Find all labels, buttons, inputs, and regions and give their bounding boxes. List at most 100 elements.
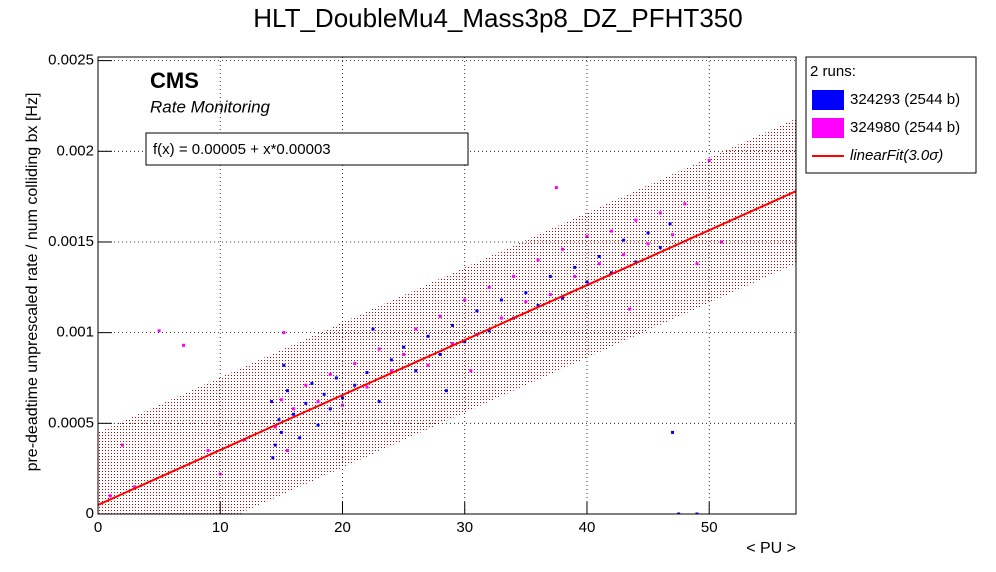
data-point	[273, 425, 277, 429]
data-point	[133, 485, 137, 489]
data-point	[597, 254, 601, 258]
data-point	[310, 381, 314, 385]
data-point	[451, 323, 455, 327]
data-point	[658, 211, 662, 215]
data-point	[218, 472, 222, 476]
x-axis-label: < PU >	[746, 540, 796, 557]
data-point	[536, 303, 540, 307]
experiment-label: CMS	[150, 68, 199, 93]
data-point	[316, 400, 320, 404]
data-point	[671, 233, 675, 237]
data-point	[512, 274, 516, 278]
data-point	[277, 418, 281, 422]
data-point	[524, 291, 528, 295]
data-point	[499, 316, 503, 320]
data-point	[328, 372, 332, 376]
y-tick-label: 0	[86, 505, 94, 522]
data-point	[270, 400, 274, 404]
x-tick-label: 40	[579, 519, 596, 536]
legend-swatch	[812, 118, 844, 138]
y-axis-label: pre-deadtime unprescaled rate / num coll…	[24, 93, 41, 472]
data-point	[285, 449, 289, 453]
y-tick-label: 0.0025	[48, 52, 94, 69]
data-point	[671, 430, 675, 434]
data-point	[304, 383, 308, 387]
data-point	[634, 218, 638, 222]
data-point	[707, 158, 711, 162]
data-point	[426, 363, 430, 367]
data-point	[316, 423, 320, 427]
legend-label: 324293 (2544 b)	[850, 91, 960, 108]
x-tick-label: 0	[94, 519, 102, 536]
data-point	[597, 262, 601, 266]
chart-title: HLT_DoubleMu4_Mass3p8_DZ_PFHT350	[253, 3, 742, 33]
data-point	[683, 202, 687, 206]
data-point	[353, 361, 357, 365]
data-point	[438, 352, 442, 356]
data-point	[561, 247, 565, 251]
data-point	[279, 398, 283, 402]
data-point	[668, 222, 672, 226]
data-point	[524, 300, 528, 304]
data-point	[371, 327, 375, 331]
data-point	[695, 262, 699, 266]
legend-label: 324980 (2544 b)	[850, 119, 960, 136]
fit-box	[145, 132, 469, 166]
data-point	[108, 494, 112, 498]
data-point	[695, 512, 699, 514]
fit-band	[98, 118, 796, 514]
y-tick-label: 0.001	[56, 324, 94, 341]
x-tick-label: 10	[212, 519, 229, 536]
data-point	[426, 334, 430, 338]
data-point	[279, 430, 283, 434]
fit-line	[98, 190, 796, 506]
data-point	[402, 352, 406, 356]
data-point	[377, 347, 381, 351]
data-point	[634, 260, 638, 264]
data-point	[271, 456, 275, 460]
data-point	[609, 229, 613, 233]
data-point	[554, 186, 558, 190]
data-point	[677, 512, 681, 514]
data-point	[292, 412, 296, 416]
data-point	[414, 369, 418, 373]
y-tick-label: 0.002	[56, 142, 94, 159]
y-tick-label: 0.0015	[48, 233, 94, 250]
data-point	[282, 363, 286, 367]
data-point	[328, 407, 332, 411]
data-point	[548, 293, 552, 297]
data-point	[585, 235, 589, 239]
x-tick-label: 50	[701, 519, 718, 536]
data-point	[353, 383, 357, 387]
data-point	[487, 285, 491, 289]
data-point	[469, 369, 473, 373]
plot-clip	[98, 118, 796, 514]
data-point	[273, 443, 277, 447]
data-point	[451, 342, 455, 346]
data-point	[282, 331, 286, 335]
data-point	[573, 265, 577, 269]
data-point	[499, 298, 503, 302]
data-point	[438, 314, 442, 318]
data-point	[334, 376, 338, 380]
data-point	[628, 307, 632, 311]
data-point	[658, 245, 662, 249]
data-point	[622, 238, 626, 242]
data-point	[414, 327, 418, 331]
data-point	[487, 329, 491, 333]
legend-title: 2 runs:	[810, 63, 856, 80]
data-point	[609, 271, 613, 275]
data-point	[206, 449, 210, 453]
data-point	[719, 240, 723, 244]
data-point	[285, 389, 289, 393]
data-point	[561, 296, 565, 300]
data-point	[182, 343, 186, 347]
data-point	[298, 436, 302, 440]
data-point	[646, 242, 650, 246]
data-point	[157, 329, 161, 333]
data-point	[120, 443, 124, 447]
data-point	[536, 258, 540, 262]
x-tick-label: 20	[334, 519, 351, 536]
data-point	[646, 231, 650, 235]
plot-frame	[97, 56, 797, 515]
